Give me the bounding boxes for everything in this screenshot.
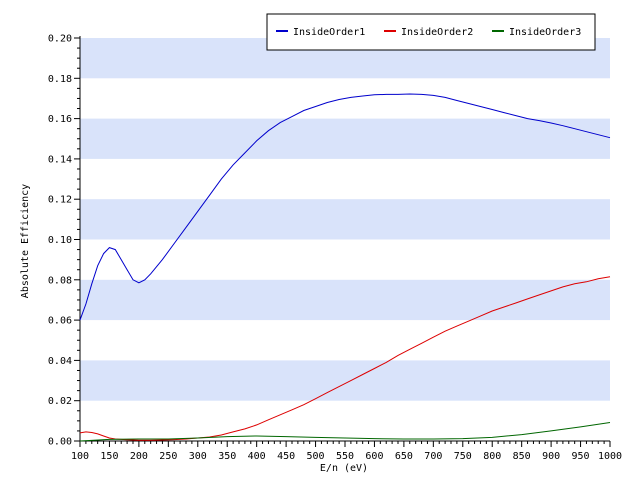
tick-labels: 0.00 0.02 0.04 0.06 0.08 0.10 0.12 0.14 0.16 0.18…: [48, 34, 622, 463]
y-tick-label: 0.00: [48, 437, 72, 448]
legend-label: InsideOrder1: [293, 27, 365, 38]
legend: InsideOrder1 InsideOrder2 InsideOrder3: [266, 13, 596, 51]
y-axis-title: Absolute Efficiency: [20, 184, 31, 298]
x-tick-label: 1000: [598, 451, 622, 462]
series-line-insideorder2: [79, 276, 611, 441]
x-tick-label: 850: [513, 451, 531, 462]
legend-box: [266, 13, 596, 51]
y-tick-label: 0.14: [48, 154, 72, 165]
legend-label: InsideOrder3: [509, 27, 581, 38]
y-tick-label: 0.20: [48, 34, 72, 45]
series-group: [79, 93, 611, 442]
x-tick-label: 700: [424, 451, 442, 462]
x-axis-title: E/n (eV): [320, 463, 368, 474]
x-tick-label: 150: [100, 451, 118, 462]
y-tick-label: 0.18: [48, 74, 72, 85]
grid-band: [80, 279, 610, 321]
x-tick-label: 900: [542, 451, 560, 462]
legend-label: InsideOrder2: [401, 27, 473, 38]
x-tick-label: 800: [483, 451, 501, 462]
x-tick-label: 550: [336, 451, 354, 462]
x-tick-label: 750: [454, 451, 472, 462]
y-tick-label: 0.06: [48, 316, 72, 327]
series-line-insideorder1: [79, 93, 611, 321]
x-tick-label: 500: [307, 451, 325, 462]
y-tick-label: 0.10: [48, 235, 72, 246]
grid-bands: [80, 38, 610, 401]
grid-band: [80, 118, 610, 159]
axes: [74, 36, 611, 447]
x-tick-label: 200: [130, 451, 148, 462]
y-tick-label: 0.12: [48, 195, 72, 206]
x-tick-label: 950: [572, 451, 590, 462]
series-line-insideorder3: [79, 422, 611, 442]
x-tick-label: 350: [218, 451, 236, 462]
x-tick-label: 400: [248, 451, 266, 462]
y-tick-label: 0.02: [48, 396, 72, 407]
grid-band: [80, 360, 610, 401]
x-tick-label: 300: [189, 451, 207, 462]
x-tick-label: 600: [365, 451, 383, 462]
x-tick-label: 100: [71, 451, 89, 462]
y-tick-label: 0.08: [48, 275, 72, 286]
x-tick-label: 250: [159, 451, 177, 462]
y-tick-label: 0.04: [48, 356, 72, 367]
x-tick-label: 450: [277, 451, 295, 462]
grid-band: [80, 199, 610, 240]
x-tick-label: 650: [395, 451, 413, 462]
y-tick-label: 0.16: [48, 114, 72, 125]
